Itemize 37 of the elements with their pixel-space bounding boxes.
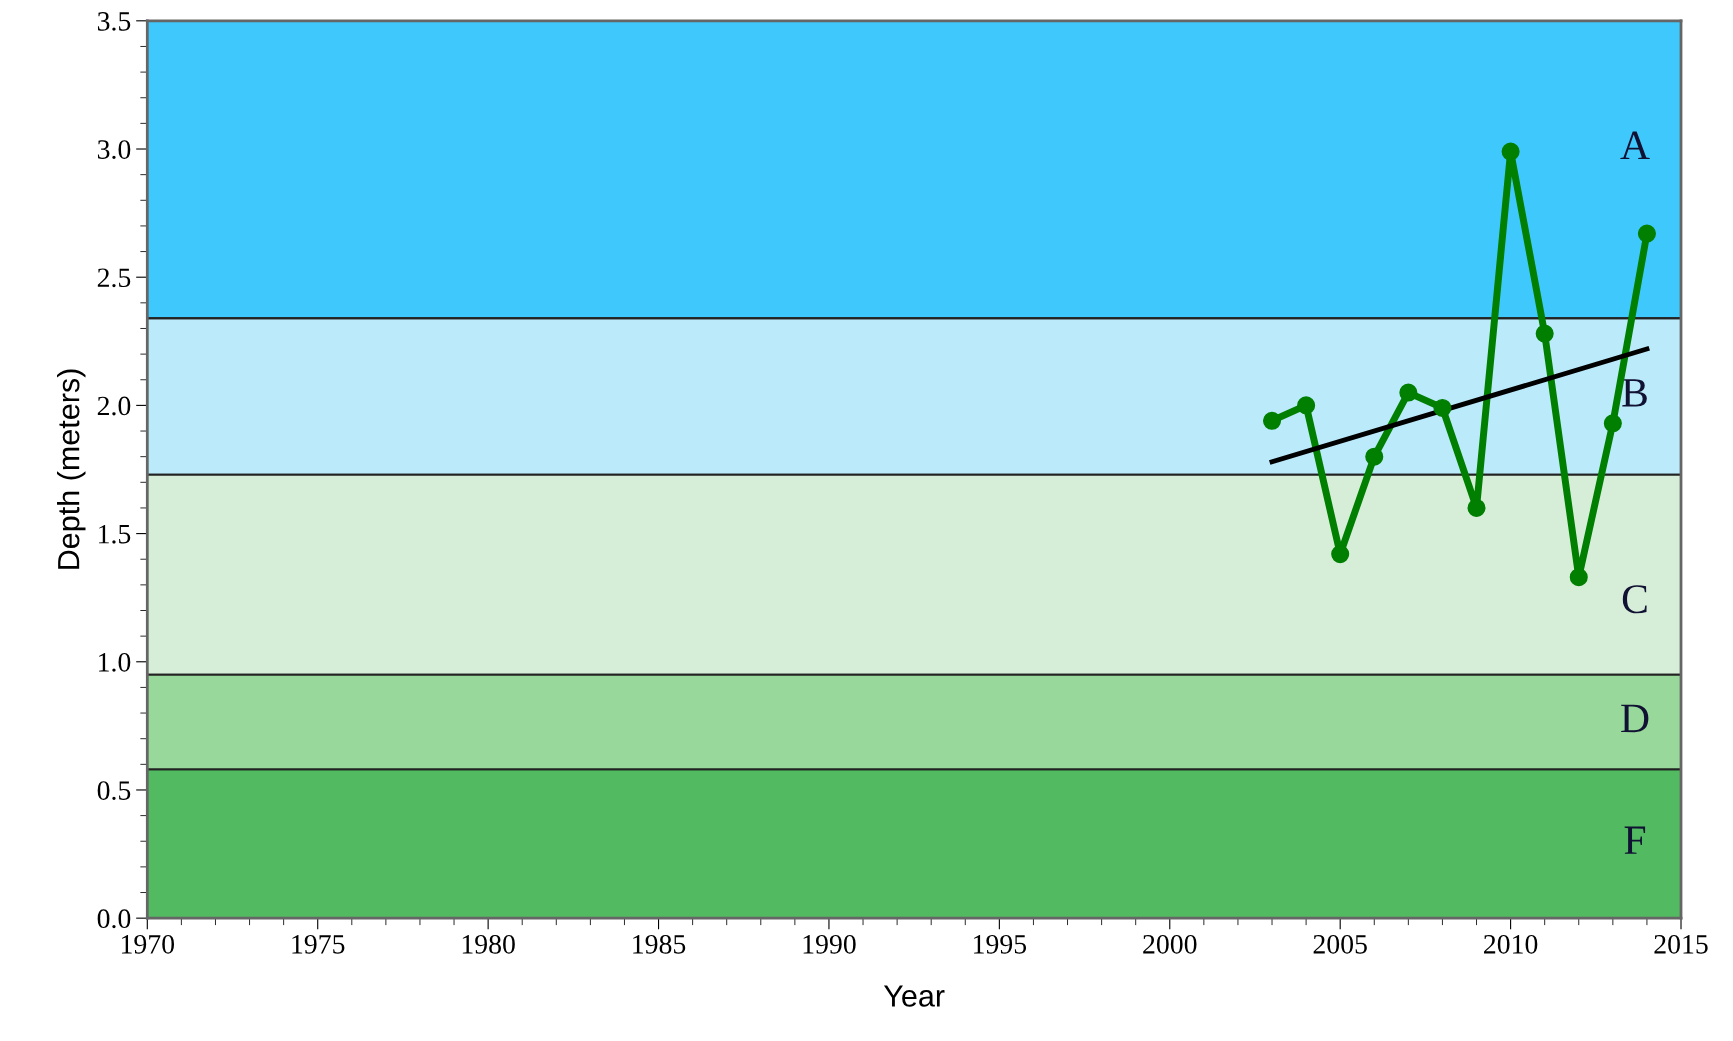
y-tick-label: 1.5 (99, 524, 131, 544)
point (1467, 498, 1486, 517)
y-tick-label: 2.5 (97, 268, 131, 288)
y-tick-label: 0.5 (97, 781, 131, 800)
point (1365, 447, 1384, 466)
band-label: C (1622, 585, 1647, 614)
point (1535, 324, 1554, 343)
x-tick-label: 2010 (1484, 934, 1538, 954)
x-tick-label: 1970 (121, 934, 175, 954)
y-axis-title: Depth (meters) (57, 369, 86, 569)
band-label: B (1622, 379, 1647, 407)
point (1501, 142, 1520, 161)
band-label: D (1621, 704, 1649, 733)
x-tick-label: 1985 (633, 934, 686, 954)
x-axis-title: Year (883, 985, 945, 1007)
band-label: A (1620, 131, 1650, 160)
x-tick-label: 1975 (292, 935, 345, 954)
x-tick-label: 1995 (974, 935, 1027, 954)
point (1297, 396, 1316, 415)
y-tick-label: 1.0 (99, 652, 131, 672)
y-tick-label: 3.0 (97, 140, 131, 160)
x-tick-label: 1980 (462, 934, 515, 954)
x-tick-label: 2005 (1313, 934, 1367, 954)
y-tick-label: 0.0 (97, 909, 131, 929)
point (1331, 545, 1350, 564)
x-tick-label: 2000 (1143, 934, 1197, 954)
point (1569, 568, 1588, 587)
x-tick-label: 2015 (1654, 934, 1708, 954)
x-tick-label: 1990 (803, 934, 856, 954)
y-tick-label: 3.5 (97, 12, 131, 31)
y-tick-label: 2.0 (97, 396, 131, 416)
point (1399, 383, 1418, 402)
point (1603, 414, 1622, 433)
band-label: F (1624, 826, 1646, 854)
point (1637, 224, 1656, 243)
point (1433, 398, 1452, 417)
point (1262, 411, 1282, 430)
